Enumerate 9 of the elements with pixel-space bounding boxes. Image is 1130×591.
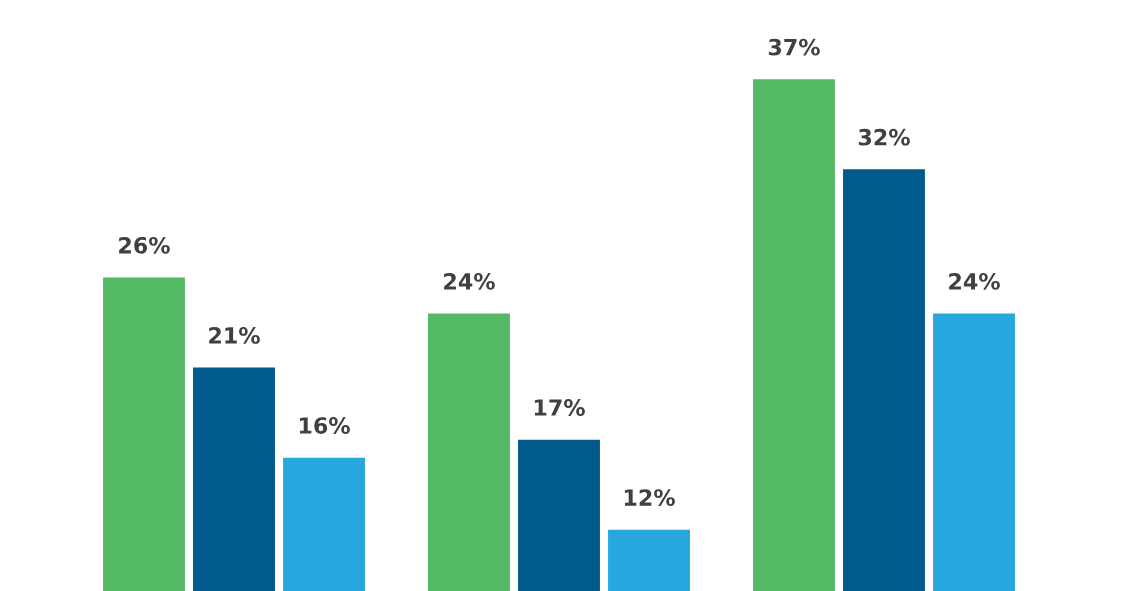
data-label: 24%: [444, 272, 495, 290]
data-label: 17%: [534, 399, 585, 416]
data-label: 12%: [624, 489, 675, 506]
data-label: 16%: [299, 417, 350, 434]
data-label: 32%: [858, 128, 910, 146]
data-label: 37%: [768, 38, 820, 56]
data-label: 24%: [949, 272, 1000, 290]
data-label: 26%: [119, 236, 170, 254]
data-label: 21%: [209, 327, 260, 344]
